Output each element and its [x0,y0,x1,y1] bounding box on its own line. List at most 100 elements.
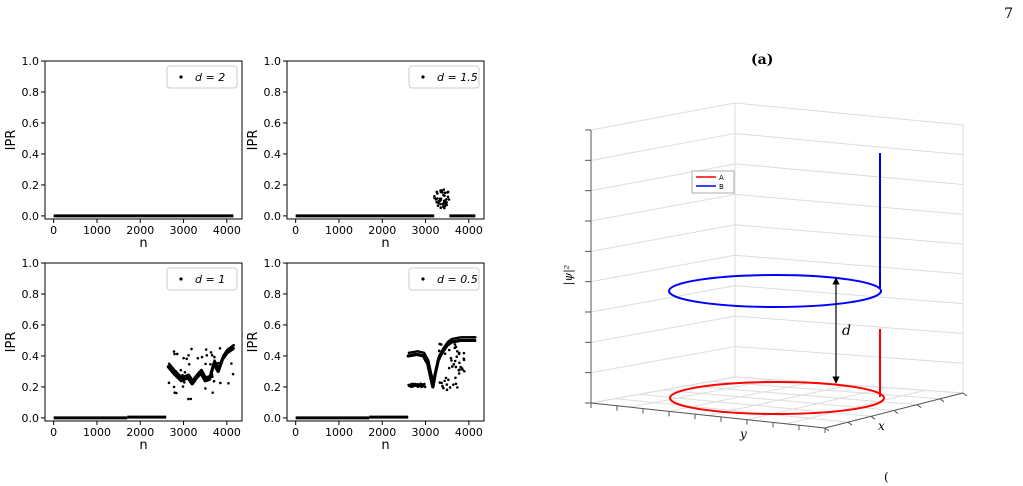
legend-marker [179,75,183,79]
data-point [439,202,442,206]
data-point [190,378,193,382]
data-point [209,362,212,366]
data-point [454,376,457,380]
x-tick-label: 3000 [412,224,440,237]
y-tick-label: 1.0 [264,55,282,68]
grid-line [662,389,895,411]
data-point [210,353,214,357]
grid-line [590,163,736,192]
panel-b-label-partial: ( [884,470,889,484]
plot3d-legend: AB [691,170,735,194]
x-tick [870,415,876,420]
data-point [438,199,442,203]
legend-label-b: B [719,183,724,191]
data-point [217,361,220,365]
data-point [442,193,445,197]
x-tick-label: 3000 [412,426,440,439]
grid-line [590,102,736,131]
y-tick-label: 0.4 [22,148,40,161]
data-point [435,197,439,200]
x-tick [893,410,899,414]
data-point [204,387,207,390]
data-point [230,362,233,365]
data-point [445,197,448,201]
legend-label: d = 1 [195,273,225,286]
grid-line [734,102,964,126]
data-point [447,198,451,201]
data-point [437,201,440,205]
wavefunction-3d-plot: |ψ|² y x d AB [562,102,968,441]
data-point [446,190,450,194]
y-axis-label: y [739,427,747,441]
data-point [456,386,459,389]
x-tick-label: 4000 [455,224,483,237]
y-tick-label: 0.4 [264,148,282,161]
data-point [218,347,222,350]
data-point [447,366,451,370]
data-point [452,363,456,366]
x-tick-label: 1000 [83,426,111,439]
grid-line [734,285,964,305]
data-point [445,383,449,386]
grid-line [590,193,736,222]
data-point [231,372,235,376]
legend-box [166,267,238,291]
data-point [210,373,214,376]
data-point [420,384,423,388]
ring-a [669,381,885,415]
x-tick-label: 3000 [170,224,198,237]
y-axis-label: IPR [4,332,19,353]
x-tick-label: 2000 [126,426,154,439]
data-point [206,378,210,381]
data-point [187,397,190,401]
data-point [227,381,230,385]
data-point [437,349,441,353]
data-point [232,344,236,347]
ipr-subplot-4: 0.0 0.2 0.4 0.6 0.8 1.0 0 1000 2000 3000 4000 n IPR d… [246,257,485,453]
grid-line [614,398,849,423]
data-point [173,352,176,356]
data-point [185,357,189,361]
data-point [450,365,454,368]
data-point [439,197,443,200]
data-point [443,191,447,195]
data-point [411,384,414,388]
x-tick [916,404,922,409]
data-point [450,359,453,362]
grid-line [590,285,736,313]
data-point [183,371,187,374]
grid-line [734,315,964,334]
data-point [462,358,466,362]
y-axis-label: IPR [4,130,19,151]
x-tick-label: 3000 [170,426,198,439]
data-point [189,397,193,401]
data-point [179,368,183,372]
ipr-subplot-2: 0.0 0.2 0.4 0.6 0.8 1.0 0 1000 2000 3000 4000 n IPR d… [246,55,485,251]
x-axis-label: n [139,438,147,453]
data-point [444,376,448,380]
data-point [443,379,446,383]
data-point [463,369,466,373]
data-point [415,384,418,387]
data-point [453,359,457,363]
x-axis-label: n [381,438,389,453]
grid-line [734,193,964,215]
x-tick-label: 4000 [455,426,483,439]
data-point [454,382,458,386]
data-point [442,201,446,205]
grid-line [734,163,964,186]
x-tick [824,427,830,432]
legend-box [408,267,480,291]
grid-line [686,385,918,406]
page-number: 7 [1004,6,1013,22]
x-tick-label: 0 [50,224,57,237]
data-point [462,351,466,355]
data-point [198,373,201,377]
y-axis [590,402,826,429]
y-tick-label: 1.0 [22,257,40,270]
plot-frame [44,60,243,220]
plot3d-axes [585,102,968,433]
data-point [187,354,190,357]
data-point [436,192,439,195]
grid-line [590,224,736,252]
